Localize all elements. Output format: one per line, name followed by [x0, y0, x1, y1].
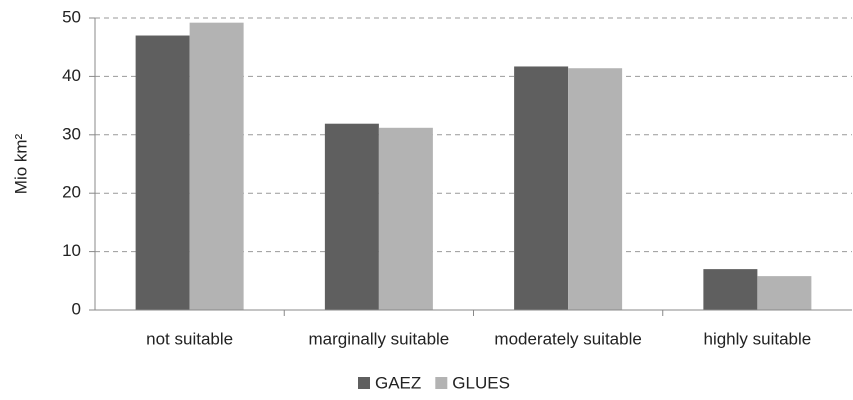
legend-label: GLUES	[452, 373, 510, 392]
legend-swatch	[358, 377, 370, 389]
y-tick-label: 40	[62, 66, 81, 85]
bar	[757, 276, 812, 310]
y-axis-label: Mio km²	[11, 133, 30, 194]
x-tick-label: marginally suitable	[308, 329, 449, 348]
y-tick-label: 20	[62, 183, 81, 202]
legend-swatch	[435, 377, 448, 389]
x-tick-label: not suitable	[146, 329, 233, 348]
bar	[514, 66, 569, 310]
y-tick-label: 10	[62, 241, 81, 260]
y-tick-label: 50	[62, 7, 81, 26]
y-tick-label: 30	[62, 124, 81, 143]
legend-label: GAEZ	[375, 373, 421, 392]
bar	[135, 35, 190, 311]
x-tick-label: moderately suitable	[494, 329, 641, 348]
bar	[324, 123, 379, 310]
bar	[378, 127, 433, 311]
y-tick-label: 0	[72, 299, 81, 318]
bar	[703, 269, 758, 310]
x-tick-label: highly suitable	[704, 329, 812, 348]
bar	[568, 68, 623, 310]
bar	[189, 22, 244, 311]
